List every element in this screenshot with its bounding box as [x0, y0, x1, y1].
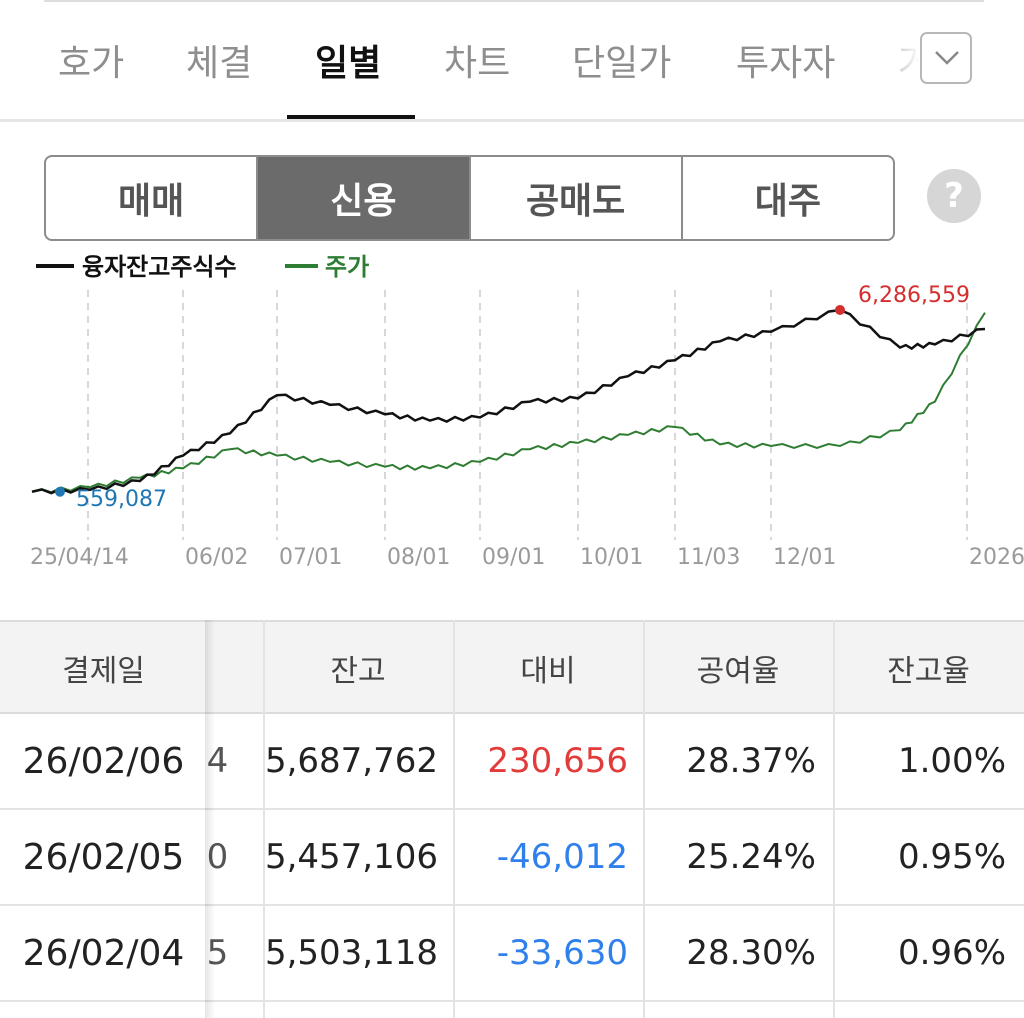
- cell-date: 26/02/05: [0, 810, 207, 904]
- cell-date: 26/02/06: [0, 714, 207, 808]
- segment-trade[interactable]: 매매: [46, 157, 259, 239]
- frozen-column-shadow: [205, 620, 215, 1018]
- cell-credit-ratio: 28.37%: [686, 741, 816, 781]
- cell-credit-ratio: 25.24%: [686, 837, 816, 877]
- x-tick-label: 2026/01: [969, 545, 1024, 570]
- segment-stock-loan[interactable]: 대주: [754, 181, 821, 222]
- cell-change: -46,012: [496, 837, 628, 877]
- cell-clipped-text: 30: [207, 837, 229, 877]
- tab-bar-border: [0, 119, 1024, 122]
- cell-balance-rate: 0.95%: [897, 837, 1006, 877]
- credit-balance-chart: 융자잔고주식수 주가 25/04/14 06/02 07/01 08/01 09/01 1…: [30, 253, 1024, 570]
- max-marker: [835, 304, 845, 315]
- cell-balance: 5,687,762: [264, 741, 438, 781]
- chart-legend: 융자잔고주식수 주가: [36, 253, 369, 281]
- tab-fade: [870, 20, 920, 100]
- header-hidden-column: [207, 622, 263, 714]
- legend-balance-label: 융자잔고주식수: [82, 253, 237, 281]
- tab-investor[interactable]: 투자자: [736, 43, 836, 84]
- cell-clipped-text: 55: [207, 933, 229, 973]
- cell-clipped: 30: [207, 810, 263, 904]
- legend-price-label: 주가: [325, 253, 369, 281]
- x-tick-label: 12/01: [773, 545, 836, 570]
- table-row: 26/02/04 55 5,503,118 -33,630 28.30% 0.9…: [0, 906, 1024, 1002]
- cell-change: 230,656: [487, 741, 628, 781]
- cell-date: 26/02/04: [0, 906, 207, 1000]
- table-row: 26/02/06 34 5,687,762 230,656 28.37% 1.0…: [0, 714, 1024, 810]
- column-divider: [643, 620, 645, 1018]
- cell-balance: 5,503,118: [264, 933, 438, 973]
- column-divider: [453, 620, 455, 1018]
- tab-daily[interactable]: 일별: [315, 43, 382, 84]
- x-tick-label: 09/01: [482, 545, 545, 570]
- credit-segment-control: 매매 신용 공매도 대주: [44, 155, 895, 241]
- balance-series-line: [31, 308, 986, 495]
- price-series-line: [31, 312, 986, 494]
- cell-balance-rate: 1.00%: [897, 741, 1006, 781]
- segment-credit[interactable]: 신용: [258, 157, 471, 239]
- x-tick-label: 07/01: [279, 545, 342, 570]
- cell-clipped: 55: [207, 906, 263, 1000]
- header-settle-date: 결제일: [62, 654, 145, 689]
- cell-change: -33,630: [496, 933, 628, 973]
- tab-order-book[interactable]: 호가: [58, 43, 125, 84]
- tab-chart[interactable]: 차트: [444, 43, 511, 84]
- tab-bar: 호가 체결 일별 차트 단일가 투자자 거: [0, 0, 1024, 122]
- cell-balance: 5,457,106: [264, 837, 438, 877]
- cell-clipped: 34: [207, 714, 263, 808]
- max-value-label: 6,286,559: [858, 283, 970, 308]
- chevron-down-icon: [935, 51, 959, 65]
- x-tick-label: 11/03: [677, 545, 740, 570]
- x-tick-label: 10/01: [580, 545, 643, 570]
- cell-credit-ratio: 28.30%: [686, 933, 816, 973]
- help-icon[interactable]: ?: [927, 169, 981, 223]
- column-divider: [833, 620, 835, 1018]
- table-header: 결제일 잔고 대비 공여율 잔고율: [0, 620, 1024, 714]
- cell-clipped-text: 34: [207, 741, 229, 781]
- header-balance-rate: 잔고율: [887, 654, 970, 689]
- min-marker: [55, 486, 65, 497]
- min-value-label: 559,087: [76, 487, 167, 512]
- table-row: 26/02/05 30 5,457,106 -46,012 25.24% 0.9…: [0, 810, 1024, 906]
- x-tick-label: 06/02: [185, 545, 248, 570]
- x-tick-label: 08/01: [387, 545, 450, 570]
- tab-single-price[interactable]: 단일가: [572, 43, 672, 84]
- header-change: 대비: [520, 654, 576, 689]
- credit-table: 결제일 잔고 대비 공여율 잔고율 26/02/06 34 5,687,762 …: [0, 620, 1024, 1018]
- active-tab-indicator: [287, 115, 415, 121]
- more-tabs-button[interactable]: [920, 32, 972, 84]
- cell-balance-rate: 0.96%: [897, 933, 1006, 973]
- column-divider: [263, 620, 265, 1018]
- header-credit-ratio: 공여율: [696, 654, 780, 689]
- x-tick-label: 25/04/14: [30, 545, 129, 570]
- header-balance: 잔고: [330, 654, 386, 689]
- top-divider: [44, 0, 984, 2]
- segment-short-sale[interactable]: 공매도: [471, 157, 683, 239]
- tab-trades[interactable]: 체결: [186, 43, 253, 84]
